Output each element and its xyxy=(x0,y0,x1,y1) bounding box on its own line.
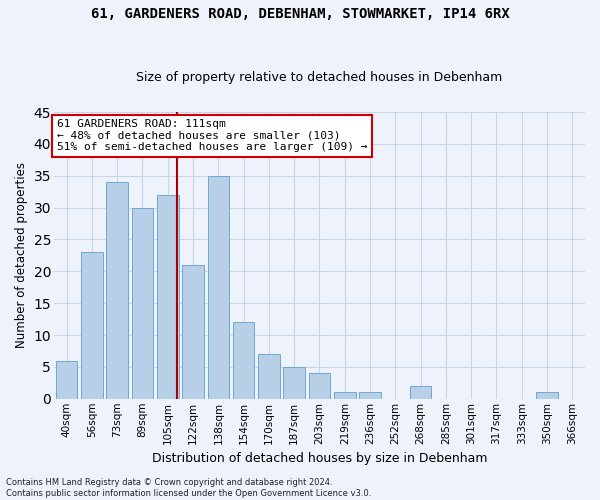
Y-axis label: Number of detached properties: Number of detached properties xyxy=(15,162,28,348)
Title: Size of property relative to detached houses in Debenham: Size of property relative to detached ho… xyxy=(136,72,503,85)
Bar xyxy=(334,392,356,399)
Bar xyxy=(81,252,103,399)
Bar xyxy=(410,386,431,399)
Text: Contains HM Land Registry data © Crown copyright and database right 2024.
Contai: Contains HM Land Registry data © Crown c… xyxy=(6,478,371,498)
Text: 61 GARDENERS ROAD: 111sqm
← 48% of detached houses are smaller (103)
51% of semi: 61 GARDENERS ROAD: 111sqm ← 48% of detac… xyxy=(56,119,367,152)
Bar xyxy=(536,392,558,399)
Bar xyxy=(56,360,77,399)
Bar xyxy=(208,176,229,399)
Bar xyxy=(233,322,254,399)
Bar xyxy=(157,195,179,399)
Bar xyxy=(182,265,204,399)
Bar xyxy=(283,367,305,399)
X-axis label: Distribution of detached houses by size in Debenham: Distribution of detached houses by size … xyxy=(152,452,487,465)
Bar xyxy=(258,354,280,399)
Text: 61, GARDENERS ROAD, DEBENHAM, STOWMARKET, IP14 6RX: 61, GARDENERS ROAD, DEBENHAM, STOWMARKET… xyxy=(91,8,509,22)
Bar xyxy=(106,182,128,399)
Bar xyxy=(359,392,381,399)
Bar xyxy=(132,208,153,399)
Bar xyxy=(309,374,330,399)
